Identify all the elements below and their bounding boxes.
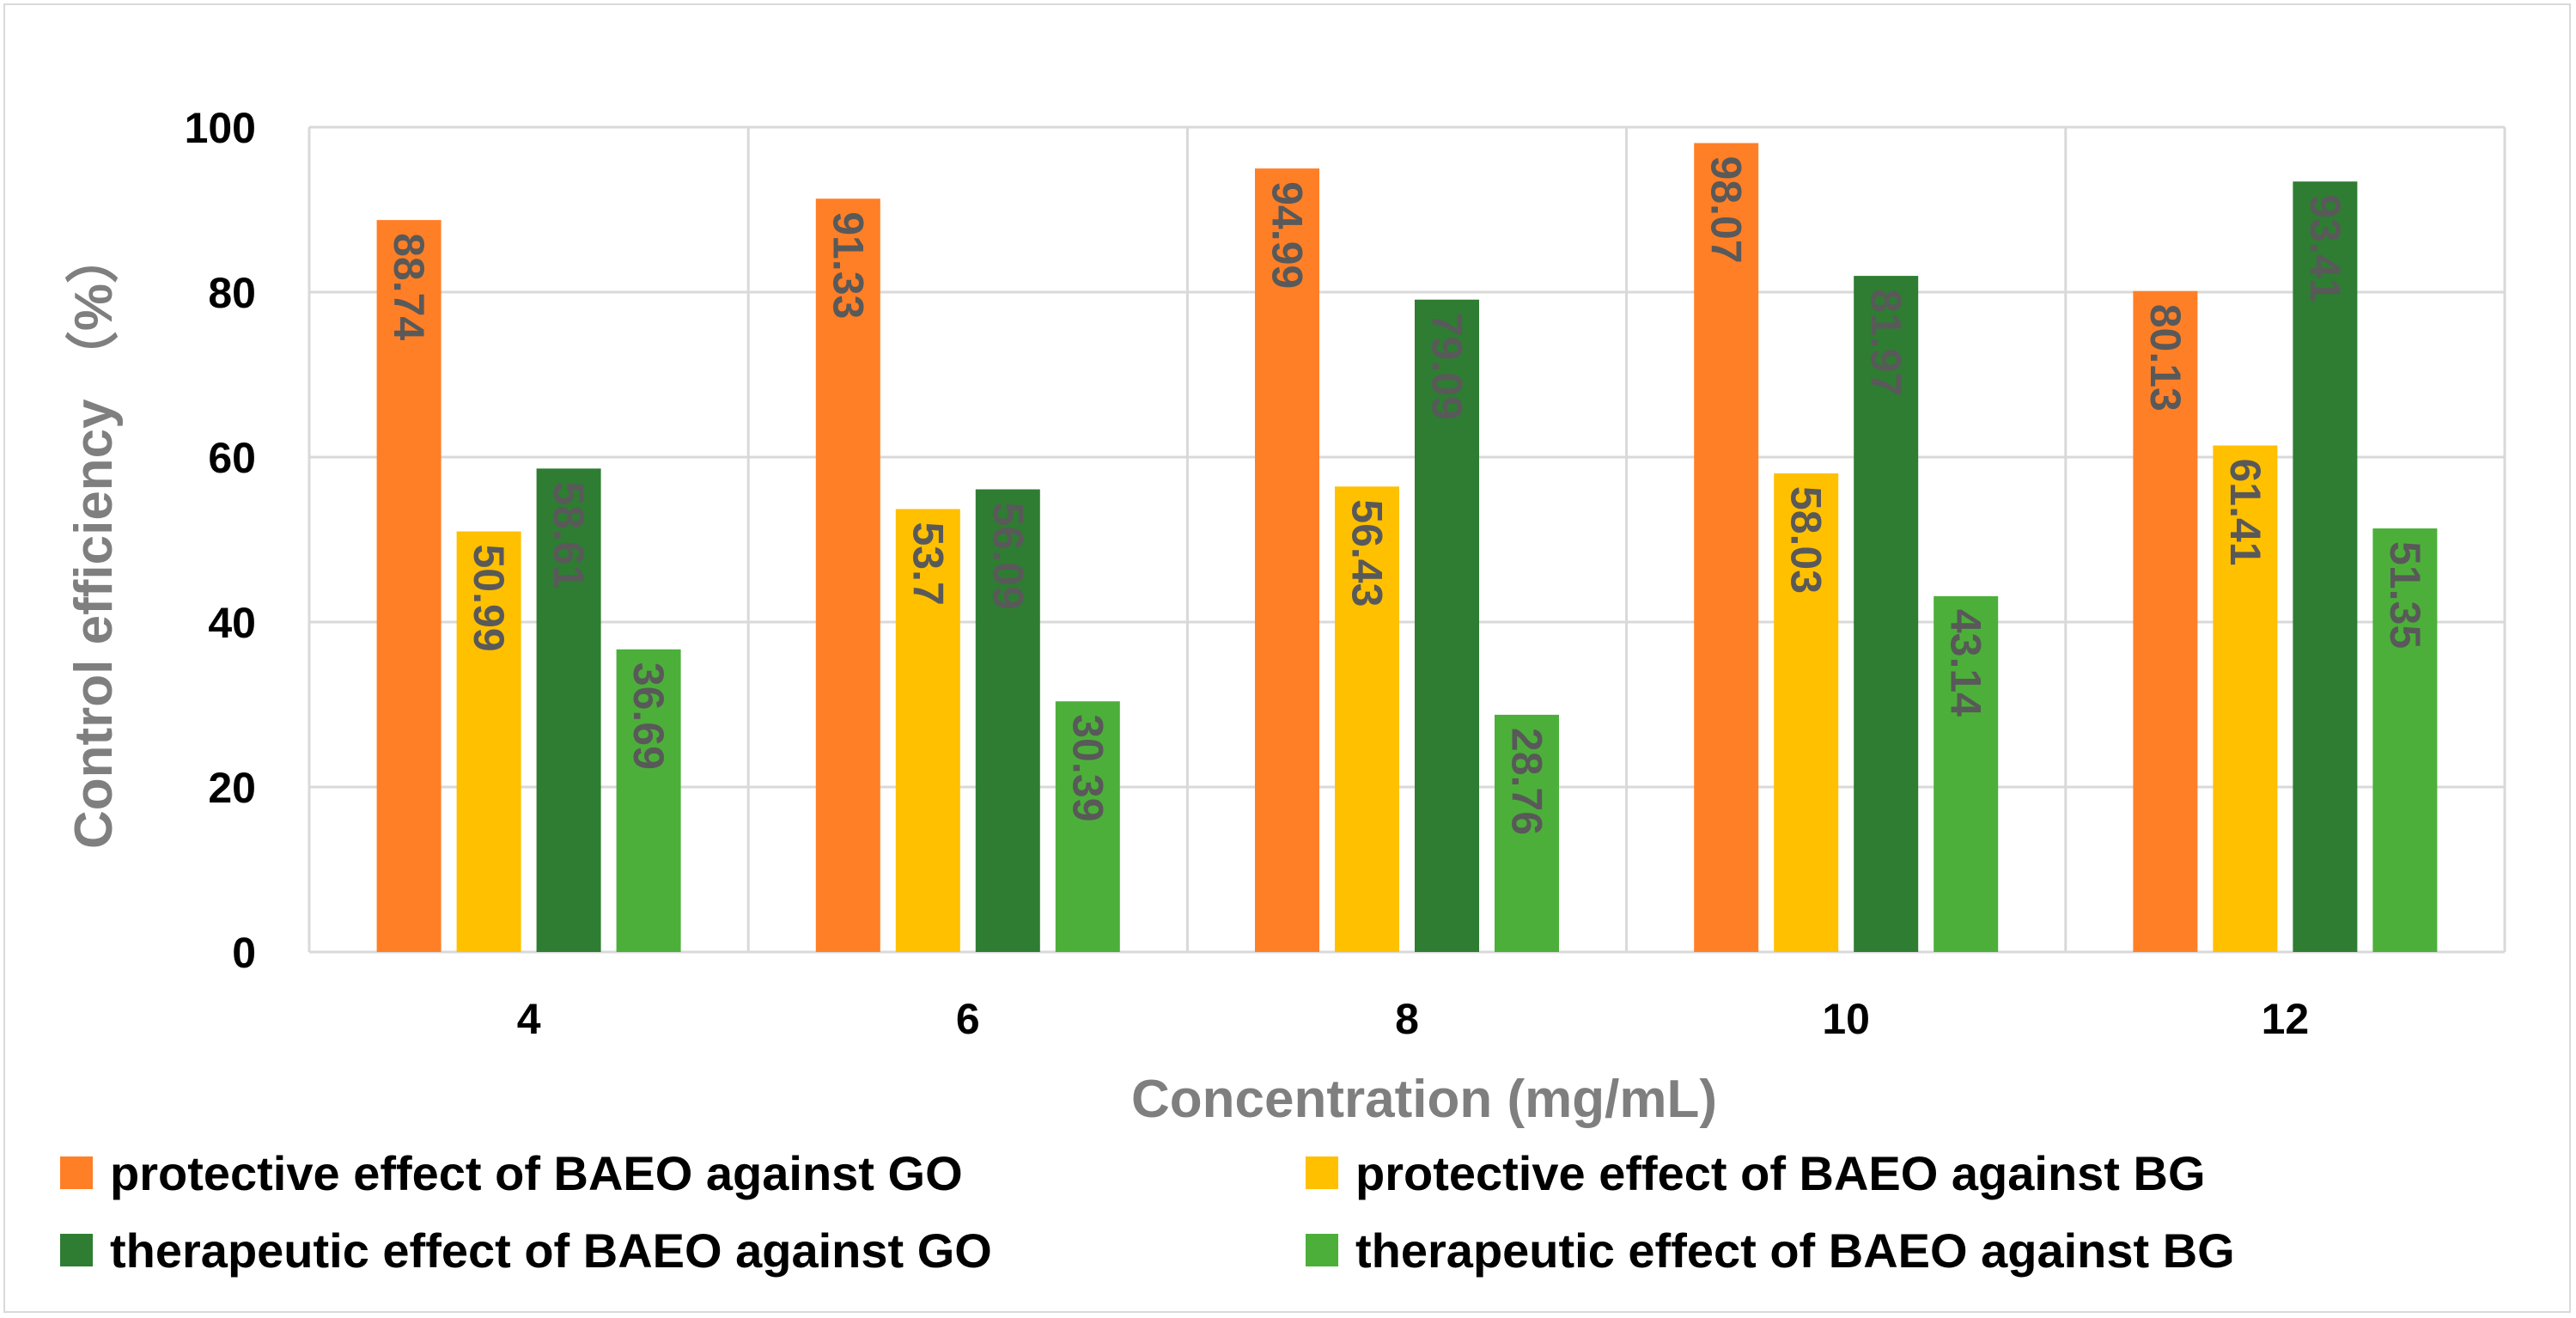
x-tick-label: 12 xyxy=(2262,995,2310,1043)
data-label: 28.76 xyxy=(1503,728,1551,835)
y-tick-label: 0 xyxy=(232,929,256,977)
bar xyxy=(895,509,960,952)
legend-swatch-protective-bg xyxy=(1306,1156,1338,1189)
y-tick-label: 40 xyxy=(208,599,256,647)
data-label: 43.14 xyxy=(1942,609,1990,717)
data-label: 50.99 xyxy=(465,544,513,651)
y-tick-label: 100 xyxy=(185,104,256,152)
bar xyxy=(1415,299,1479,953)
legend-label-therapeutic-bg: therapeutic effect of BAEO against BG xyxy=(1355,1223,2235,1278)
data-label: 80.13 xyxy=(2141,304,2189,412)
bar xyxy=(536,468,601,952)
legend-item-therapeutic-bg: therapeutic effect of BAEO against BG xyxy=(1306,1216,2235,1284)
legend-item-therapeutic-go: therapeutic effect of BAEO against GO xyxy=(60,1216,992,1284)
x-tick-label: 6 xyxy=(956,995,980,1043)
data-label: 79.09 xyxy=(1423,313,1471,420)
bar xyxy=(1774,473,1839,952)
y-tick-label: 20 xyxy=(208,764,256,812)
bar xyxy=(1495,714,1559,952)
data-label: 56.09 xyxy=(984,503,1032,610)
bar xyxy=(1694,143,1759,952)
data-label: 53.7 xyxy=(904,522,952,605)
bar xyxy=(616,649,681,952)
data-label: 56.43 xyxy=(1343,499,1392,607)
data-label: 81.97 xyxy=(1862,289,1910,396)
x-tick-label: 10 xyxy=(1822,995,1870,1043)
bar xyxy=(1854,276,1919,952)
bar xyxy=(1255,168,1319,952)
data-label: 36.69 xyxy=(624,662,673,770)
x-tick-label: 8 xyxy=(1395,995,1419,1043)
bar xyxy=(2372,528,2438,952)
y-axis-title: Control efficiency （%） xyxy=(64,230,124,849)
bar xyxy=(456,531,521,952)
x-axis-title: Concentration (mg/mL) xyxy=(1131,1070,1717,1129)
legend-label-protective-bg: protective effect of BAEO against BG xyxy=(1355,1145,2206,1200)
bar xyxy=(1335,486,1399,952)
data-label: 51.35 xyxy=(2381,541,2429,649)
x-tick-label: 4 xyxy=(517,995,541,1043)
legend-swatch-therapeutic-bg xyxy=(1306,1234,1338,1266)
data-label: 88.74 xyxy=(385,233,433,340)
bar xyxy=(975,489,1040,952)
legend-swatch-therapeutic-go xyxy=(60,1234,93,1266)
data-label: 61.41 xyxy=(2221,458,2269,565)
bar xyxy=(2213,445,2278,952)
data-label: 58.61 xyxy=(545,481,593,589)
legend-item-protective-bg: protective effect of BAEO against BG xyxy=(1306,1138,2206,1207)
legend-label-protective-go: protective effect of BAEO against GO xyxy=(110,1145,963,1200)
bar xyxy=(2133,290,2198,952)
legend-item-protective-go: protective effect of BAEO against GO xyxy=(60,1138,963,1207)
legend-swatch-protective-go xyxy=(60,1156,93,1189)
data-label: 58.03 xyxy=(1782,486,1830,594)
y-tick-label: 80 xyxy=(208,269,256,317)
data-label: 91.33 xyxy=(824,211,872,319)
bar xyxy=(2293,181,2358,952)
legend: protective effect of BAEO against GO pro… xyxy=(60,1138,2551,1310)
data-label: 93.41 xyxy=(2301,194,2349,302)
legend-label-therapeutic-go: therapeutic effect of BAEO against GO xyxy=(110,1223,992,1278)
bar xyxy=(376,220,442,952)
bar xyxy=(1055,701,1120,952)
data-label: 94.99 xyxy=(1264,181,1312,289)
y-tick-label: 60 xyxy=(208,434,256,482)
bar xyxy=(815,198,880,952)
bar xyxy=(1934,595,1999,952)
data-label: 98.07 xyxy=(1702,156,1751,264)
data-label: 30.39 xyxy=(1063,714,1111,821)
